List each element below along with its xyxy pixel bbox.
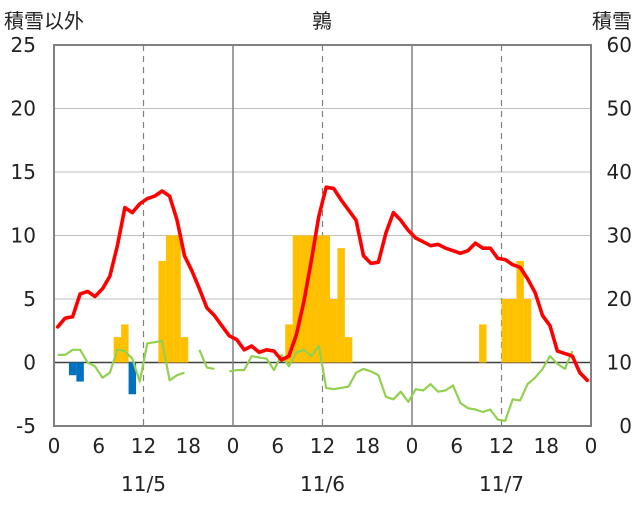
red-series-line [55,185,590,383]
x-tick-label: 6 [92,434,105,458]
right-tick-label: 10 [607,351,632,375]
plot-border [53,44,592,427]
right-tick-label: 30 [607,224,632,248]
precip-bar [344,337,353,363]
right-tick-label: 50 [607,97,632,121]
x-tick-label: 6 [450,434,463,458]
x-tick-label: 0 [585,434,598,458]
precip-bar [173,235,181,363]
date-label: 11/7 [479,472,524,496]
precip-bar [479,324,487,363]
precip-bar [337,248,345,363]
precip-bar [68,362,77,376]
precip-bar [165,235,174,363]
left-tick-label: 5 [23,287,36,311]
left-tick-label: 20 [11,97,36,121]
date-label: 11/5 [121,472,166,496]
x-tick-label: 18 [176,434,201,458]
left-tick-label: 25 [11,33,36,57]
left-tick-label: -5 [16,414,36,438]
green-series-line [229,344,574,422]
date-label: 11/6 [300,472,345,496]
x-tick-label: 0 [48,434,61,458]
plot-frame [53,44,592,427]
x-tick-label: 12 [131,434,156,458]
x-tick-label: 12 [489,434,514,458]
precip-bar [76,362,84,382]
precip-bar [292,235,301,363]
left-tick-label: 15 [11,160,36,184]
left-tick-label: 0 [23,351,36,375]
right-axis-label: 積雪 [592,9,632,33]
series-lines [55,185,590,422]
right-tick-label: 0 [619,414,632,438]
left-axis-label: 積雪以外 [4,9,84,33]
x-tick-label: 0 [406,434,419,458]
right-tick-label: 40 [607,160,632,184]
x-tick-label: 6 [271,434,284,458]
right-tick-label: 20 [607,287,632,311]
precip-bar [307,235,316,363]
right-tick-label: 60 [607,33,632,57]
precip-bar [329,299,338,363]
green-series-line [57,339,185,383]
x-tick-label: 18 [355,434,380,458]
precip-bar [180,337,189,363]
green-series-line [198,349,215,370]
precip-bar [285,324,293,363]
precip-bar [501,299,509,363]
precip-bar [322,235,330,363]
precip-bar [523,299,532,363]
precip-bar [516,260,524,363]
chart-title: 鶉 [312,9,332,33]
precip-bar [315,235,323,363]
precip-bar [121,324,129,363]
precip-bar [508,299,517,363]
x-tick-label: 18 [534,434,559,458]
precip-bar [128,362,137,395]
precip-bar [158,260,166,363]
left-tick-label: 10 [11,224,36,248]
x-tick-label: 12 [310,434,335,458]
x-tick-label: 0 [227,434,240,458]
